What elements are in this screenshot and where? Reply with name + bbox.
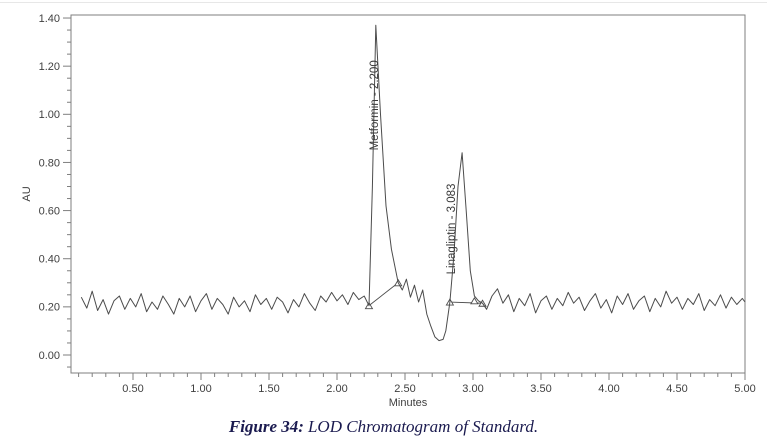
y-tick-label: 1.20 — [39, 61, 60, 73]
integration-baseline — [368, 282, 399, 307]
x-axis-title: Minutes — [389, 397, 428, 409]
x-tick-label: 3.50 — [530, 383, 551, 395]
y-tick-label: 0.60 — [39, 205, 60, 217]
x-tick-label: 0.50 — [122, 383, 143, 395]
peak-label-linagliptin: Linagliptin - 3.083 — [446, 184, 458, 275]
figure-top-border — [0, 2, 767, 3]
trace-line — [80, 24, 746, 342]
x-tick-label: 4.00 — [598, 383, 619, 395]
integration-marker — [470, 296, 479, 305]
peak-label-metformin: Metformin - 2.200 — [369, 60, 381, 150]
x-tick-label: 2.00 — [326, 383, 347, 395]
x-tick-label: 2.50 — [394, 383, 415, 395]
y-tick-label: 0.40 — [39, 254, 60, 266]
y-tick-label: 1.00 — [39, 109, 60, 121]
integration-marks — [364, 278, 487, 310]
y-tick-label: 0.20 — [39, 302, 60, 314]
y-axis: 0.00 0.20 0.40 0.60 0.80 1.00 1.20 1.40 AU — [21, 13, 71, 368]
y-tick-label: 0.00 — [39, 350, 60, 362]
figure-caption-number: Figure 34: — [228, 417, 304, 436]
x-tick-label: 4.50 — [666, 383, 687, 395]
x-axis: 0.50 1.00 1.50 2.00 2.50 3.00 3.50 4.00 4.50 5.00… — [78, 373, 756, 409]
y-tick-label: 1.40 — [39, 13, 60, 25]
chromatogram-plot: 0.00 0.20 0.40 0.60 0.80 1.00 1.20 1.40 AU 0.50 1.… — [21, 13, 756, 409]
x-tick-label: 1.00 — [190, 383, 211, 395]
plot-border — [70, 14, 746, 374]
y-axis-title: AU — [21, 186, 33, 201]
x-tick-label: 5.00 — [734, 383, 755, 395]
figure-caption-text: LOD Chromatogram of Standard. — [307, 417, 539, 436]
x-tick-label: 1.50 — [258, 383, 279, 395]
y-tick-label: 0.80 — [39, 157, 60, 169]
figure-caption: Figure 34: LOD Chromatogram of Standard. — [0, 416, 767, 438]
x-tick-label: 3.00 — [462, 383, 483, 395]
